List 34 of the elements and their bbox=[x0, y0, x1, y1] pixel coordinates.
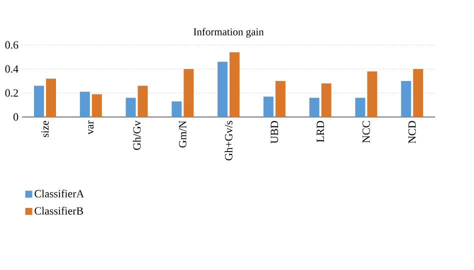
legend-label: ClassifierA bbox=[34, 190, 84, 198]
y-tick-label: 0 bbox=[13, 113, 18, 121]
legend-label: ClassifierB bbox=[34, 206, 84, 215]
chart-title: Information gain bbox=[194, 28, 264, 38]
y-tick-label: 0.6 bbox=[5, 41, 18, 49]
x-tick-label: Gh/Gv bbox=[132, 120, 141, 150]
x-tick-label: Gm/N bbox=[178, 120, 186, 148]
x-tick-label: LRD bbox=[316, 120, 324, 142]
bar bbox=[92, 94, 102, 117]
x-tick-label: size bbox=[41, 120, 49, 138]
x-tick-label: NCC bbox=[362, 121, 370, 143]
bar bbox=[230, 52, 240, 117]
bar bbox=[138, 86, 148, 117]
x-tick-label: NCD bbox=[408, 120, 416, 144]
bar bbox=[401, 80, 412, 117]
bar bbox=[367, 71, 378, 117]
bar bbox=[126, 98, 136, 117]
bar bbox=[275, 80, 286, 117]
bar bbox=[172, 101, 182, 117]
bar bbox=[80, 92, 90, 117]
y-tick-label: 0.4 bbox=[5, 65, 18, 73]
bar bbox=[321, 83, 332, 117]
bar bbox=[309, 98, 320, 117]
y-tick-label: 0.2 bbox=[5, 89, 18, 97]
bar bbox=[263, 96, 274, 117]
x-tick-label: UBD bbox=[270, 120, 278, 144]
x-tick-label: Gh+Gv/s bbox=[224, 120, 232, 160]
bar bbox=[413, 68, 424, 117]
bar bbox=[218, 62, 228, 117]
bar bbox=[355, 98, 366, 117]
bar bbox=[184, 68, 194, 117]
x-tick-label: var bbox=[88, 120, 94, 135]
bar bbox=[46, 78, 56, 117]
bar bbox=[34, 86, 44, 117]
